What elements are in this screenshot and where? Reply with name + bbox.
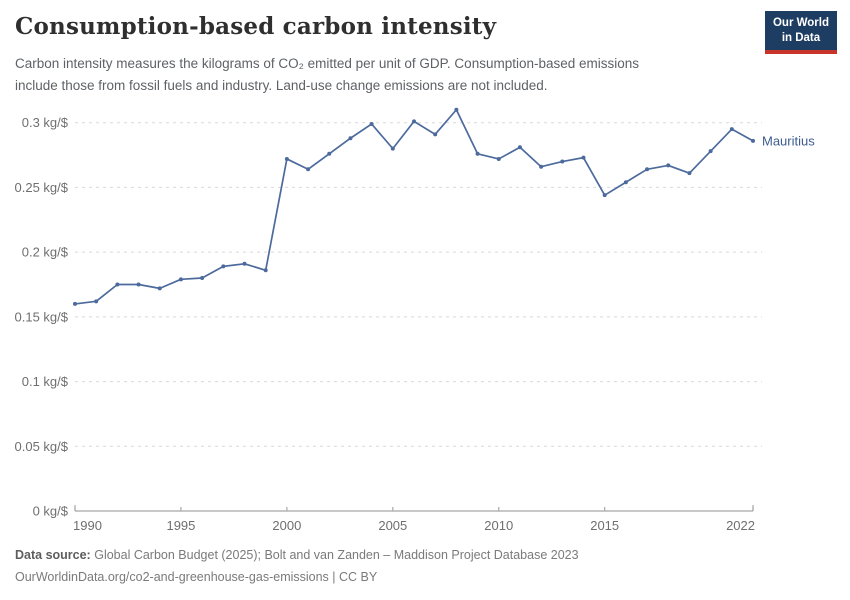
data-point[interactable] — [157, 286, 162, 291]
data-point[interactable] — [539, 164, 544, 169]
data-point[interactable] — [200, 276, 205, 281]
series-label-mauritius[interactable]: Mauritius — [762, 133, 815, 148]
data-point[interactable] — [221, 264, 226, 269]
license-line: OurWorldinData.org/co2-and-greenhouse-ga… — [15, 570, 377, 584]
data-point[interactable] — [390, 146, 395, 151]
data-point[interactable] — [136, 282, 141, 287]
data-point[interactable] — [348, 136, 353, 141]
y-tick-label: 0.1 kg/$ — [22, 374, 69, 389]
chart-title: Consumption-based carbon intensity — [15, 13, 497, 40]
data-point[interactable] — [645, 167, 650, 172]
y-tick-label: 0.3 kg/$ — [22, 115, 69, 130]
x-tick-label: 1990 — [73, 518, 102, 533]
chart-subtitle-line1: Carbon intensity measures the kilograms … — [15, 56, 640, 71]
data-point[interactable] — [708, 149, 713, 154]
x-tick-label: 2015 — [590, 518, 619, 533]
owid-logo-line2: in Data — [781, 31, 821, 44]
x-tick-label: 2000 — [272, 518, 301, 533]
x-tick-label: 2005 — [378, 518, 407, 533]
data-point[interactable] — [454, 107, 459, 112]
y-tick-label: 0.05 kg/$ — [15, 439, 69, 454]
y-tick-label: 0.15 kg/$ — [15, 309, 69, 324]
data-point[interactable] — [73, 301, 77, 306]
y-tick-label: 0.2 kg/$ — [22, 245, 69, 260]
x-tick-label: 2010 — [484, 518, 513, 533]
x-tick-label: 2022 — [726, 518, 755, 533]
data-point[interactable] — [369, 121, 374, 126]
data-point[interactable] — [94, 299, 99, 304]
cc-by-link[interactable]: CC BY — [339, 570, 378, 584]
series-line-mauritius[interactable] — [74, 108, 754, 305]
data-point[interactable] — [475, 151, 480, 156]
data-point[interactable] — [751, 138, 755, 143]
data-point[interactable] — [666, 163, 671, 168]
data-point[interactable] — [306, 167, 311, 172]
owid-url-link[interactable]: OurWorldinData.org/co2-and-greenhouse-ga… — [15, 570, 329, 584]
license-separator: | — [332, 570, 336, 584]
chart-subtitle: Carbon intensity measures the kilograms … — [15, 53, 639, 96]
x-tick-label: 1995 — [166, 518, 195, 533]
data-source-text: Global Carbon Budget (2025); Bolt and va… — [94, 548, 579, 562]
data-point[interactable] — [433, 132, 438, 137]
data-point[interactable] — [581, 155, 586, 160]
data-point[interactable] — [412, 119, 416, 124]
data-point[interactable] — [560, 159, 565, 164]
data-source-label: Data source: — [15, 548, 91, 562]
data-point[interactable] — [729, 127, 734, 132]
owid-logo-line1: Our World — [772, 17, 829, 29]
data-point[interactable] — [496, 156, 501, 161]
y-tick-label: 0 kg/$ — [33, 504, 69, 519]
chart-subtitle-line2: include those from fossil fuels and indu… — [15, 77, 548, 93]
data-source-line: Data source: Global Carbon Budget (2025)… — [15, 548, 579, 562]
data-point[interactable] — [284, 156, 289, 161]
data-point[interactable] — [602, 193, 607, 198]
owid-logo[interactable]: Our World in Data — [764, 11, 837, 54]
data-point[interactable] — [623, 180, 628, 185]
data-point[interactable] — [242, 261, 247, 266]
data-point[interactable] — [178, 277, 183, 282]
data-point[interactable] — [327, 151, 332, 156]
data-point[interactable] — [687, 171, 692, 176]
data-point[interactable] — [115, 282, 120, 287]
data-point[interactable] — [517, 145, 522, 150]
data-point[interactable] — [263, 268, 268, 273]
y-tick-label: 0.25 kg/$ — [15, 180, 69, 195]
